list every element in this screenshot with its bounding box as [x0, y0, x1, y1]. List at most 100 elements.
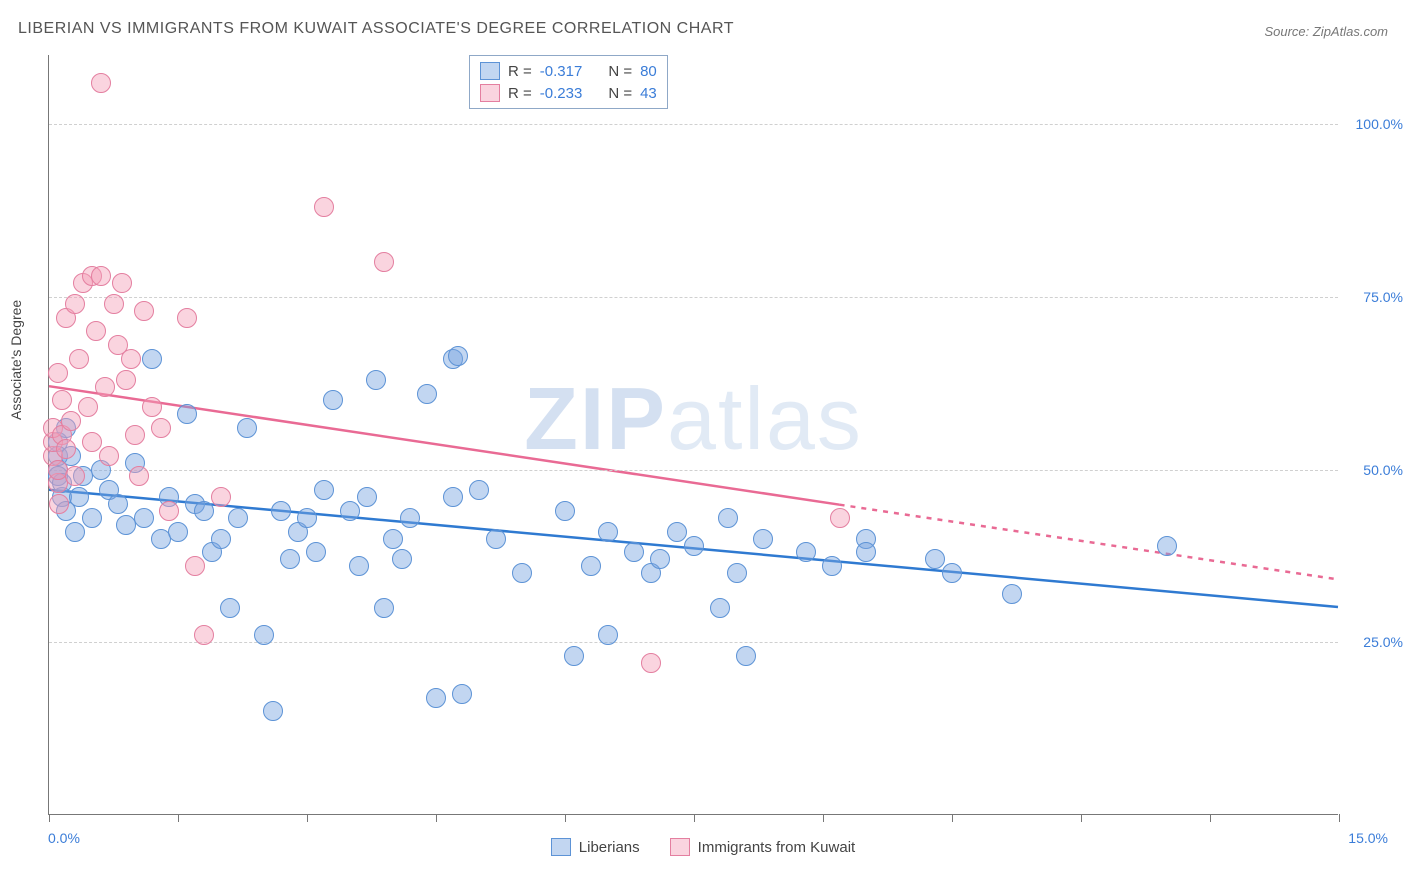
data-point	[349, 556, 369, 576]
x-tick-mark	[694, 814, 695, 822]
data-point	[374, 598, 394, 618]
data-point	[314, 480, 334, 500]
data-point	[125, 425, 145, 445]
x-tick-mark	[49, 814, 50, 822]
data-point	[598, 625, 618, 645]
data-point	[134, 301, 154, 321]
data-point	[116, 370, 136, 390]
stat-n-label: N =	[608, 85, 632, 102]
data-point	[271, 501, 291, 521]
x-tick-mark	[1339, 814, 1340, 822]
legend-item: Liberians	[551, 838, 640, 856]
data-point	[822, 556, 842, 576]
stat-n-value: 80	[640, 63, 657, 80]
data-point	[452, 684, 472, 704]
legend-swatch	[551, 838, 571, 856]
data-point	[598, 522, 618, 542]
stat-n-value: 43	[640, 85, 657, 102]
x-tick-mark	[307, 814, 308, 822]
gridline	[49, 470, 1338, 471]
data-point	[641, 653, 661, 673]
data-point	[448, 346, 468, 366]
data-point	[280, 549, 300, 569]
data-point	[237, 418, 257, 438]
data-point	[194, 501, 214, 521]
data-point	[177, 404, 197, 424]
data-point	[710, 598, 730, 618]
data-point	[65, 294, 85, 314]
chart-title: LIBERIAN VS IMMIGRANTS FROM KUWAIT ASSOC…	[18, 20, 734, 38]
plot-frame: ZIPatlas R =-0.317N =80R =-0.233N =43 25…	[48, 55, 1338, 815]
data-point	[65, 522, 85, 542]
data-point	[220, 598, 240, 618]
data-point	[48, 363, 68, 383]
data-point	[69, 349, 89, 369]
data-point	[718, 508, 738, 528]
data-point	[228, 508, 248, 528]
data-point	[357, 487, 377, 507]
data-point	[830, 508, 850, 528]
legend-swatch	[480, 62, 500, 80]
data-point	[856, 542, 876, 562]
data-point	[177, 308, 197, 328]
stats-legend-row: R = -0.233 N = 43	[480, 82, 657, 104]
data-point	[211, 487, 231, 507]
stat-r-value: -0.233	[540, 85, 583, 102]
stat-r-label: R =	[508, 85, 532, 102]
data-point	[91, 266, 111, 286]
data-point	[564, 646, 584, 666]
x-tick-mark	[823, 814, 824, 822]
data-point	[159, 501, 179, 521]
legend-swatch	[480, 84, 500, 102]
data-point	[99, 446, 119, 466]
stats-legend-row: R =-0.317N =80	[480, 60, 657, 82]
data-point	[86, 321, 106, 341]
data-point	[486, 529, 506, 549]
data-point	[95, 377, 115, 397]
data-point	[650, 549, 670, 569]
data-point	[727, 563, 747, 583]
source-label: Source: ZipAtlas.com	[1264, 24, 1388, 39]
legend-label: Immigrants from Kuwait	[698, 839, 856, 856]
data-point	[108, 494, 128, 514]
x-tick-mark	[565, 814, 566, 822]
gridline	[49, 642, 1338, 643]
data-point	[925, 549, 945, 569]
data-point	[82, 508, 102, 528]
data-point	[78, 397, 98, 417]
data-point	[1157, 536, 1177, 556]
data-point	[374, 252, 394, 272]
data-point	[151, 418, 171, 438]
data-point	[49, 494, 69, 514]
data-point	[82, 432, 102, 452]
data-point	[306, 542, 326, 562]
x-tick-mark	[1081, 814, 1082, 822]
data-point	[392, 549, 412, 569]
data-point	[254, 625, 274, 645]
data-point	[667, 522, 687, 542]
data-point	[56, 439, 76, 459]
x-tick-mark	[952, 814, 953, 822]
y-tick-label: 25.0%	[1363, 634, 1403, 650]
data-point	[624, 542, 644, 562]
data-point	[736, 646, 756, 666]
data-point	[366, 370, 386, 390]
data-point	[323, 390, 343, 410]
data-point	[185, 556, 205, 576]
x-tick-mark	[436, 814, 437, 822]
data-point	[211, 529, 231, 549]
data-point	[400, 508, 420, 528]
data-point	[753, 529, 773, 549]
data-point	[129, 466, 149, 486]
y-tick-label: 75.0%	[1363, 289, 1403, 305]
data-point	[383, 529, 403, 549]
data-point	[314, 197, 334, 217]
data-point	[512, 563, 532, 583]
data-point	[340, 501, 360, 521]
stat-r-label: R =	[508, 63, 532, 80]
data-point	[581, 556, 601, 576]
data-point	[1002, 584, 1022, 604]
data-point	[942, 563, 962, 583]
data-point	[134, 508, 154, 528]
legend-item: Immigrants from Kuwait	[670, 838, 856, 856]
